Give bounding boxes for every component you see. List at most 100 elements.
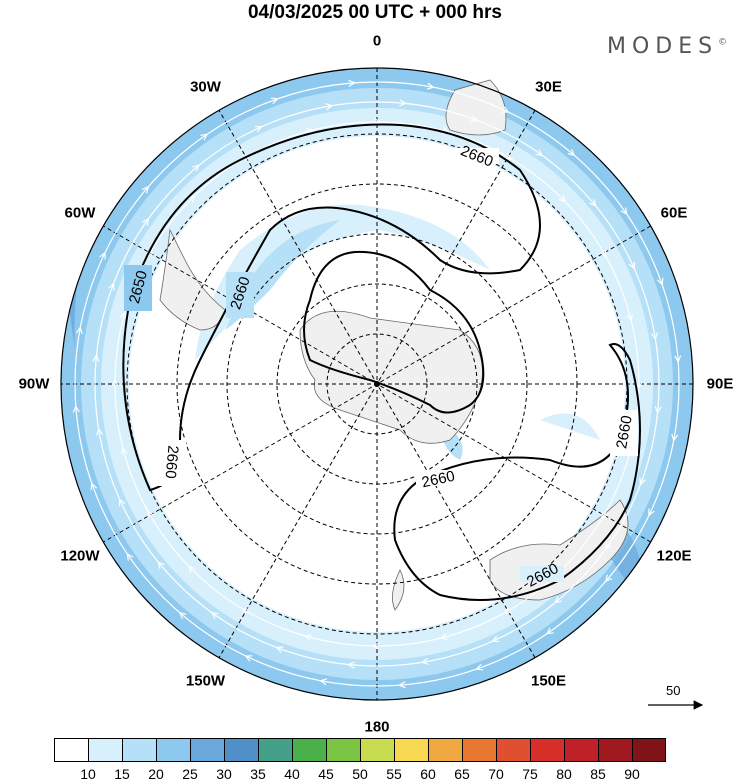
colorbar-swatch	[428, 738, 462, 762]
streamline-arrow	[120, 446, 128, 455]
contour-label: 2660	[613, 414, 636, 450]
contour-2650	[303, 250, 485, 414]
longitude-label: 60E	[660, 204, 688, 221]
streamline-arrow	[142, 217, 150, 226]
streamline-arrow	[92, 354, 100, 362]
longitude-label: 120W	[60, 547, 100, 564]
colorbar-swatch	[598, 738, 632, 762]
streamline-arrow	[420, 657, 429, 665]
graticule	[61, 68, 693, 700]
colorbar-swatch	[462, 738, 496, 762]
streamline-arrow	[118, 498, 126, 507]
brand-name: MODES	[607, 34, 719, 59]
colorbar-tick-label: 10	[80, 766, 96, 782]
streamline-arrow	[157, 561, 165, 569]
colorbar-swatch	[190, 738, 224, 762]
streamline-arrow	[72, 404, 80, 413]
streamline-arrow	[626, 313, 634, 322]
colorbar-tick-label: 50	[352, 766, 368, 782]
colorbar-tick-label: 80	[556, 766, 572, 782]
streamline-arrow	[635, 381, 643, 390]
streamline-arrow	[604, 542, 612, 551]
colorbar-tick-label: 45	[318, 766, 334, 782]
streamline-arrow	[601, 511, 608, 520]
contour-label: 2660	[420, 468, 456, 492]
streamline-arrow	[558, 195, 567, 203]
streamline-arrow	[120, 311, 127, 320]
streamline-arrow	[178, 611, 187, 620]
streamline-arrow	[275, 646, 284, 653]
streamline-arrow	[244, 655, 253, 662]
colorbar-tick-label: 15	[114, 766, 130, 782]
reference-vector-value: 50	[666, 683, 681, 698]
streamline-arrow	[475, 663, 484, 671]
colorbar-tick-label: 30	[216, 766, 232, 782]
colorbar	[54, 738, 666, 762]
contour-2660-east	[393, 343, 641, 601]
streamline-arrow	[270, 97, 279, 105]
streamline-arrow	[99, 251, 106, 260]
south-pole-marker	[374, 381, 380, 387]
streamlines	[72, 79, 682, 689]
longitude-label: 60W	[64, 204, 96, 221]
colorbar-tick-label: 60	[420, 766, 436, 782]
colorbar-tick-label: 40	[284, 766, 300, 782]
longitude-label: 90E	[706, 375, 734, 393]
brand-logo: MODES©	[607, 34, 727, 59]
colorbar-swatch	[564, 738, 598, 762]
streamline-arrow	[397, 681, 406, 689]
colorbar-swatch	[54, 738, 88, 762]
streamline-arrow	[254, 125, 263, 133]
contour-labels: 2660 2650 2660 2660 2660 2660 2660	[124, 142, 638, 591]
map-title: 04/03/2025 00 UTC + 000 hrs	[247, 2, 503, 23]
colorbar-swatch	[360, 738, 394, 762]
streamline-arrow	[90, 482, 98, 491]
colorbar-swatch	[88, 738, 122, 762]
streamline-arrow	[141, 185, 150, 194]
streamline-arrow	[304, 634, 313, 641]
streamline-arrow	[620, 207, 628, 216]
streamline-arrow	[210, 611, 219, 619]
streamline-arrow	[501, 106, 510, 113]
colorbar-tick-label: 65	[454, 766, 470, 782]
longitude-label: 90W	[18, 375, 50, 393]
streamline-arrow	[545, 627, 554, 635]
streamline-arrow	[639, 477, 646, 486]
colorbar-swatch	[292, 738, 326, 762]
streamline-arrow	[426, 82, 435, 90]
longitude-label: 30E	[535, 78, 562, 96]
colorbar-swatch	[122, 738, 156, 762]
colorbar-tick-label: 85	[590, 766, 606, 782]
streamline-arrow	[439, 633, 448, 641]
streamline-arrow	[371, 642, 380, 650]
longitude-label: 30W	[190, 78, 221, 96]
colorbar-tick-label: 25	[182, 766, 198, 782]
streamline-arrow	[567, 148, 576, 157]
streamline-arrow	[650, 332, 658, 341]
streamline-arrow	[470, 115, 479, 122]
colorbar-swatch	[326, 738, 360, 762]
south-america	[159, 228, 226, 331]
streamline-arrow	[111, 378, 119, 387]
streamline-arrow	[399, 99, 407, 107]
streamline-arrow	[491, 635, 500, 643]
streamline-arrow	[188, 194, 196, 203]
colorbar-swatch	[258, 738, 292, 762]
colorbar-swatch	[632, 738, 666, 762]
colorbar-swatch	[394, 738, 428, 762]
streamline-arrow	[535, 149, 544, 157]
colorbar-tick-label: 70	[488, 766, 504, 782]
streamline-arrow	[554, 596, 562, 604]
longitude-label: 150E	[530, 672, 567, 690]
streamline-arrow	[674, 355, 682, 364]
streamline-arrow	[319, 678, 328, 686]
contour-label: 2660	[162, 445, 182, 480]
streamline-arrow	[503, 606, 512, 614]
streamline-arrow	[200, 133, 209, 141]
streamline-arrow	[241, 608, 250, 615]
contours	[122, 123, 641, 601]
colorbar-swatch	[530, 738, 564, 762]
colorbar-swatch	[496, 738, 530, 762]
colorbar-tick-label: 55	[386, 766, 402, 782]
